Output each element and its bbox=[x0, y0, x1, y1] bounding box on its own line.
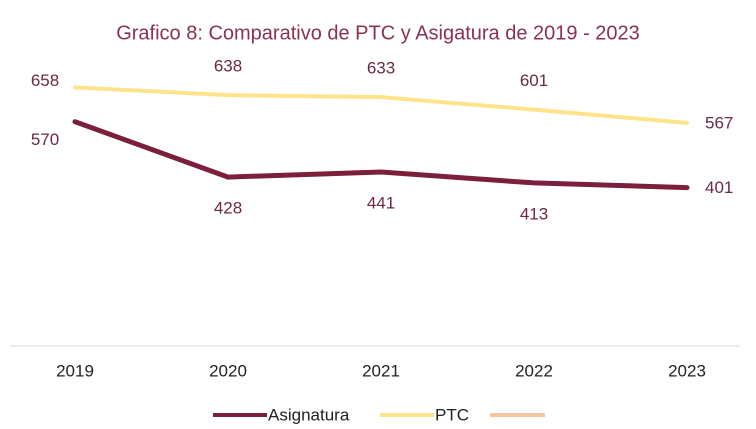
series-line bbox=[72, 119, 690, 191]
x-tick-label: 2021 bbox=[362, 361, 400, 380]
x-tick-label: 2020 bbox=[209, 361, 247, 380]
legend-label: Asignatura bbox=[268, 405, 350, 424]
x-tick-label: 2019 bbox=[56, 361, 94, 380]
data-label: 401 bbox=[705, 178, 733, 197]
data-label: 633 bbox=[367, 59, 395, 78]
data-label: 567 bbox=[705, 113, 733, 132]
data-label: 601 bbox=[520, 71, 548, 90]
legend-label: PTC bbox=[435, 405, 469, 424]
data-label: 413 bbox=[520, 204, 548, 223]
data-label: 638 bbox=[214, 57, 242, 76]
data-label: 570 bbox=[31, 130, 59, 149]
data-label: 658 bbox=[31, 71, 59, 90]
x-tick-label: 2023 bbox=[668, 361, 706, 380]
x-tick-label: 2022 bbox=[515, 361, 553, 380]
data-label: 441 bbox=[367, 193, 395, 212]
series-line bbox=[73, 85, 689, 125]
data-label: 428 bbox=[214, 199, 242, 218]
chart-title: Grafico 8: Comparativo de PTC y Asigatur… bbox=[116, 22, 640, 44]
